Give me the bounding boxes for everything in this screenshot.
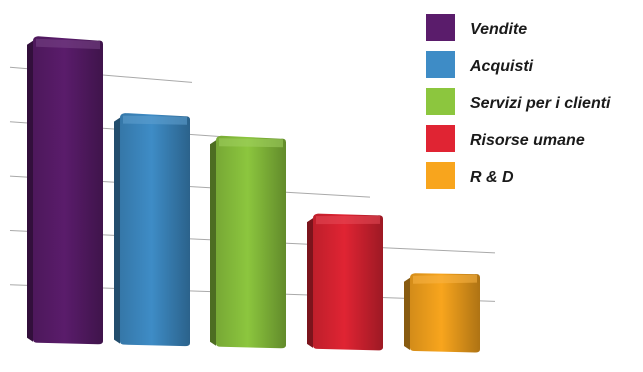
bar-front [216, 135, 286, 349]
bar-top [413, 274, 477, 284]
bar-front [410, 273, 480, 353]
legend-swatch [426, 14, 455, 41]
bar [404, 273, 480, 353]
bar [27, 36, 103, 345]
legend-swatch [426, 51, 455, 78]
legend-item: Risorse umane [426, 125, 585, 152]
bar-front [120, 113, 190, 347]
bar-side [307, 218, 313, 348]
legend-swatch [426, 88, 455, 115]
bar-top [36, 38, 100, 50]
bar-side [210, 140, 216, 346]
legend-item: Servizi per i clienti [426, 88, 611, 115]
bar-front [33, 36, 103, 345]
legend-swatch [426, 125, 455, 152]
bar [210, 135, 286, 349]
bars [27, 36, 480, 353]
legend-label: Risorse umane [470, 132, 585, 149]
bar-front [313, 213, 383, 351]
bar [307, 213, 383, 351]
legend-label: Servizi per i clienti [470, 95, 611, 112]
bar-top [219, 138, 283, 148]
legend: Vendite Acquisti Servizi per i clienti Riso… [426, 14, 611, 189]
bar-top [316, 215, 380, 225]
bar-side [27, 40, 33, 342]
legend-item: R & D [426, 162, 514, 189]
legend-label: Acquisti [469, 58, 534, 75]
bar-top [123, 115, 187, 125]
legend-swatch [426, 162, 455, 189]
bar-side [114, 117, 120, 344]
bar-side [404, 277, 410, 351]
legend-item: Vendite [426, 14, 527, 41]
legend-label: Vendite [470, 21, 527, 38]
bar [114, 113, 190, 347]
legend-item: Acquisti [426, 51, 534, 78]
legend-label: R & D [470, 169, 514, 186]
